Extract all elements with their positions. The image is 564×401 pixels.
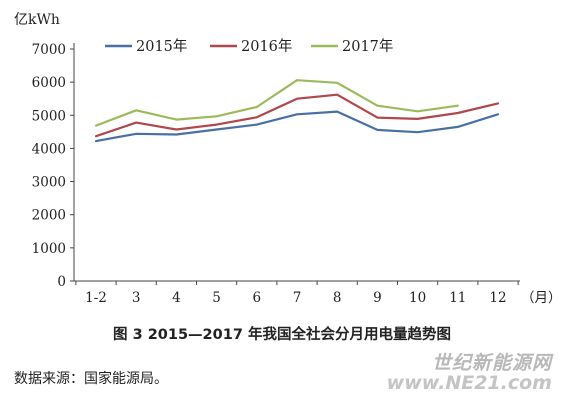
x-axis-unit: （月）	[521, 290, 562, 306]
y-tick-label: 7000	[32, 42, 66, 58]
x-tick-label: 9	[373, 290, 382, 306]
x-tick-label: 5	[212, 290, 221, 306]
x-tick-label: 12	[489, 290, 506, 306]
y-tick-label: 6000	[32, 75, 66, 91]
watermark-url: www.NE21.com	[386, 371, 552, 394]
series-line-2017年	[94, 79, 459, 127]
y-tick-label: 0	[57, 274, 66, 290]
x-tick-label: 3	[132, 290, 141, 306]
y-tick-label: 5000	[32, 108, 66, 124]
data-source-note: 数据来源：国家能源局。	[14, 371, 168, 387]
y-tick-label: 1000	[32, 241, 66, 257]
y-tick-label: 2000	[32, 208, 66, 224]
line-chart: 亿kWh 0 1000 2000 3000 4000 5000 6000 7000 1-2 3 4 5 6…	[14, 12, 562, 306]
x-tick-label: 11	[449, 290, 466, 306]
legend-label: 2017年	[342, 38, 393, 55]
y-axis-unit: 亿kWh	[14, 12, 60, 28]
x-tick-label: 7	[293, 290, 302, 306]
x-tick-label: 8	[333, 290, 342, 306]
watermark-text: 世纪新能源网	[431, 352, 552, 374]
y-tick-label: 3000	[32, 175, 66, 191]
legend-label: 2015年	[136, 38, 187, 55]
figure-caption: 图 3 2015—2017 年我国全社会分月用电量趋势图	[113, 327, 451, 343]
watermark: 世纪新能源网 www.NE21.com	[386, 352, 552, 394]
series-line-2015年	[94, 110, 500, 143]
x-tick-label: 6	[253, 290, 262, 306]
x-tick-label: 4	[172, 290, 181, 306]
y-tick-label: 4000	[32, 141, 66, 157]
x-tick-label: 1-2	[85, 290, 107, 306]
legend-label: 2016年	[241, 38, 292, 55]
series-line-2016年	[94, 93, 500, 138]
x-tick-label: 10	[409, 290, 426, 306]
